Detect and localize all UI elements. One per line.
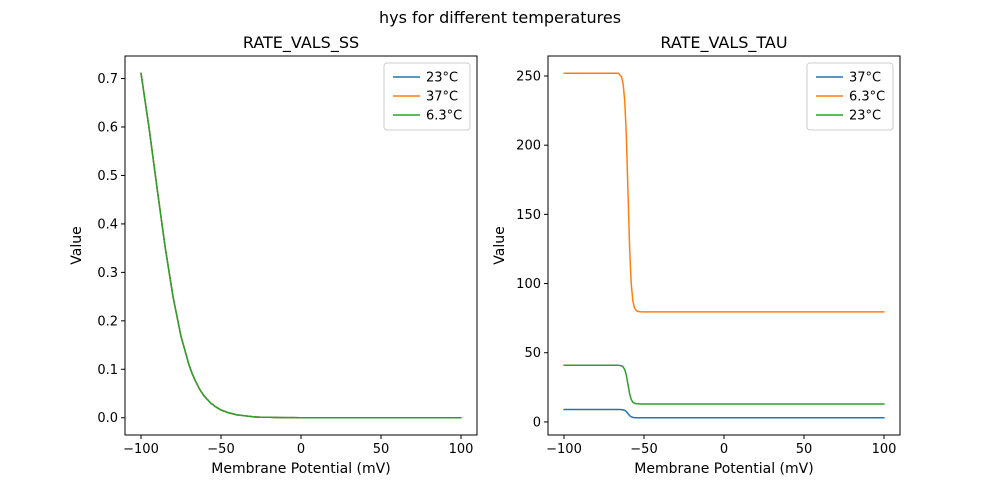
- x-tick-label: −100: [546, 442, 582, 457]
- y-tick-label: 0: [533, 415, 541, 430]
- legend-label: 37°C: [849, 71, 881, 86]
- legend-label: 23°C: [849, 109, 881, 124]
- y-tick-label: 0.7: [97, 72, 118, 87]
- x-tick-label: 100: [449, 442, 474, 457]
- y-tick-label: 250: [516, 69, 541, 84]
- series-line-6.3°C: [563, 72, 885, 313]
- y-tick-label: 0.6: [97, 120, 118, 135]
- y-tick-label: 0.5: [97, 169, 118, 184]
- legend-label: 6.3°C: [849, 90, 885, 105]
- y-tick-label: 0.0: [97, 411, 118, 426]
- legend-label: 23°C: [426, 71, 458, 86]
- x-tick-label: 0: [720, 442, 728, 457]
- y-tick-label: 0.3: [97, 266, 118, 281]
- legend-box: [383, 62, 471, 131]
- subplot-title: RATE_VALS_SS: [243, 33, 359, 53]
- x-tick-label: 50: [373, 442, 390, 457]
- x-axis-label: Membrane Potential (mV): [211, 461, 390, 477]
- x-tick-label: 50: [796, 442, 813, 457]
- x-tick-label: 100: [872, 442, 897, 457]
- series-line-23°C: [563, 364, 885, 405]
- series-line-37°C: [563, 408, 885, 419]
- subplot-rate_vals_tau: −100 −50 0 50 100 0 50 100 150 200 250 RATE_VALS_TA…: [492, 33, 901, 477]
- y-axis-label: Value: [69, 226, 85, 264]
- y-tick-label: 200: [516, 139, 541, 154]
- y-tick-label: 0.1: [97, 363, 118, 378]
- y-tick-label: 150: [516, 208, 541, 223]
- y-tick-label: 50: [524, 346, 541, 361]
- x-tick-label: −50: [207, 442, 234, 457]
- y-axis-label: Value: [492, 226, 508, 264]
- x-axis-label: Membrane Potential (mV): [634, 461, 813, 477]
- x-tick-label: 0: [297, 442, 305, 457]
- y-tick-label: 0.4: [97, 217, 118, 232]
- figure-suptitle: hys for different temperatures: [378, 8, 622, 27]
- x-tick-label: −50: [630, 442, 657, 457]
- subplot-title: RATE_VALS_TAU: [660, 33, 787, 53]
- y-tick-label: 0.2: [97, 314, 118, 329]
- legend-label: 37°C: [426, 90, 458, 105]
- subplot-rate_vals_ss: −100 −50 0 50 100 0.0 0.1 0.2 0.3 0.4 0.5 0.6 0.7 RAT…: [69, 33, 478, 477]
- legend-box: [806, 62, 894, 131]
- y-tick-label: 100: [516, 277, 541, 292]
- series-line-6.3°C: [140, 72, 462, 419]
- x-tick-label: −100: [123, 442, 159, 457]
- legend-label: 6.3°C: [426, 109, 462, 124]
